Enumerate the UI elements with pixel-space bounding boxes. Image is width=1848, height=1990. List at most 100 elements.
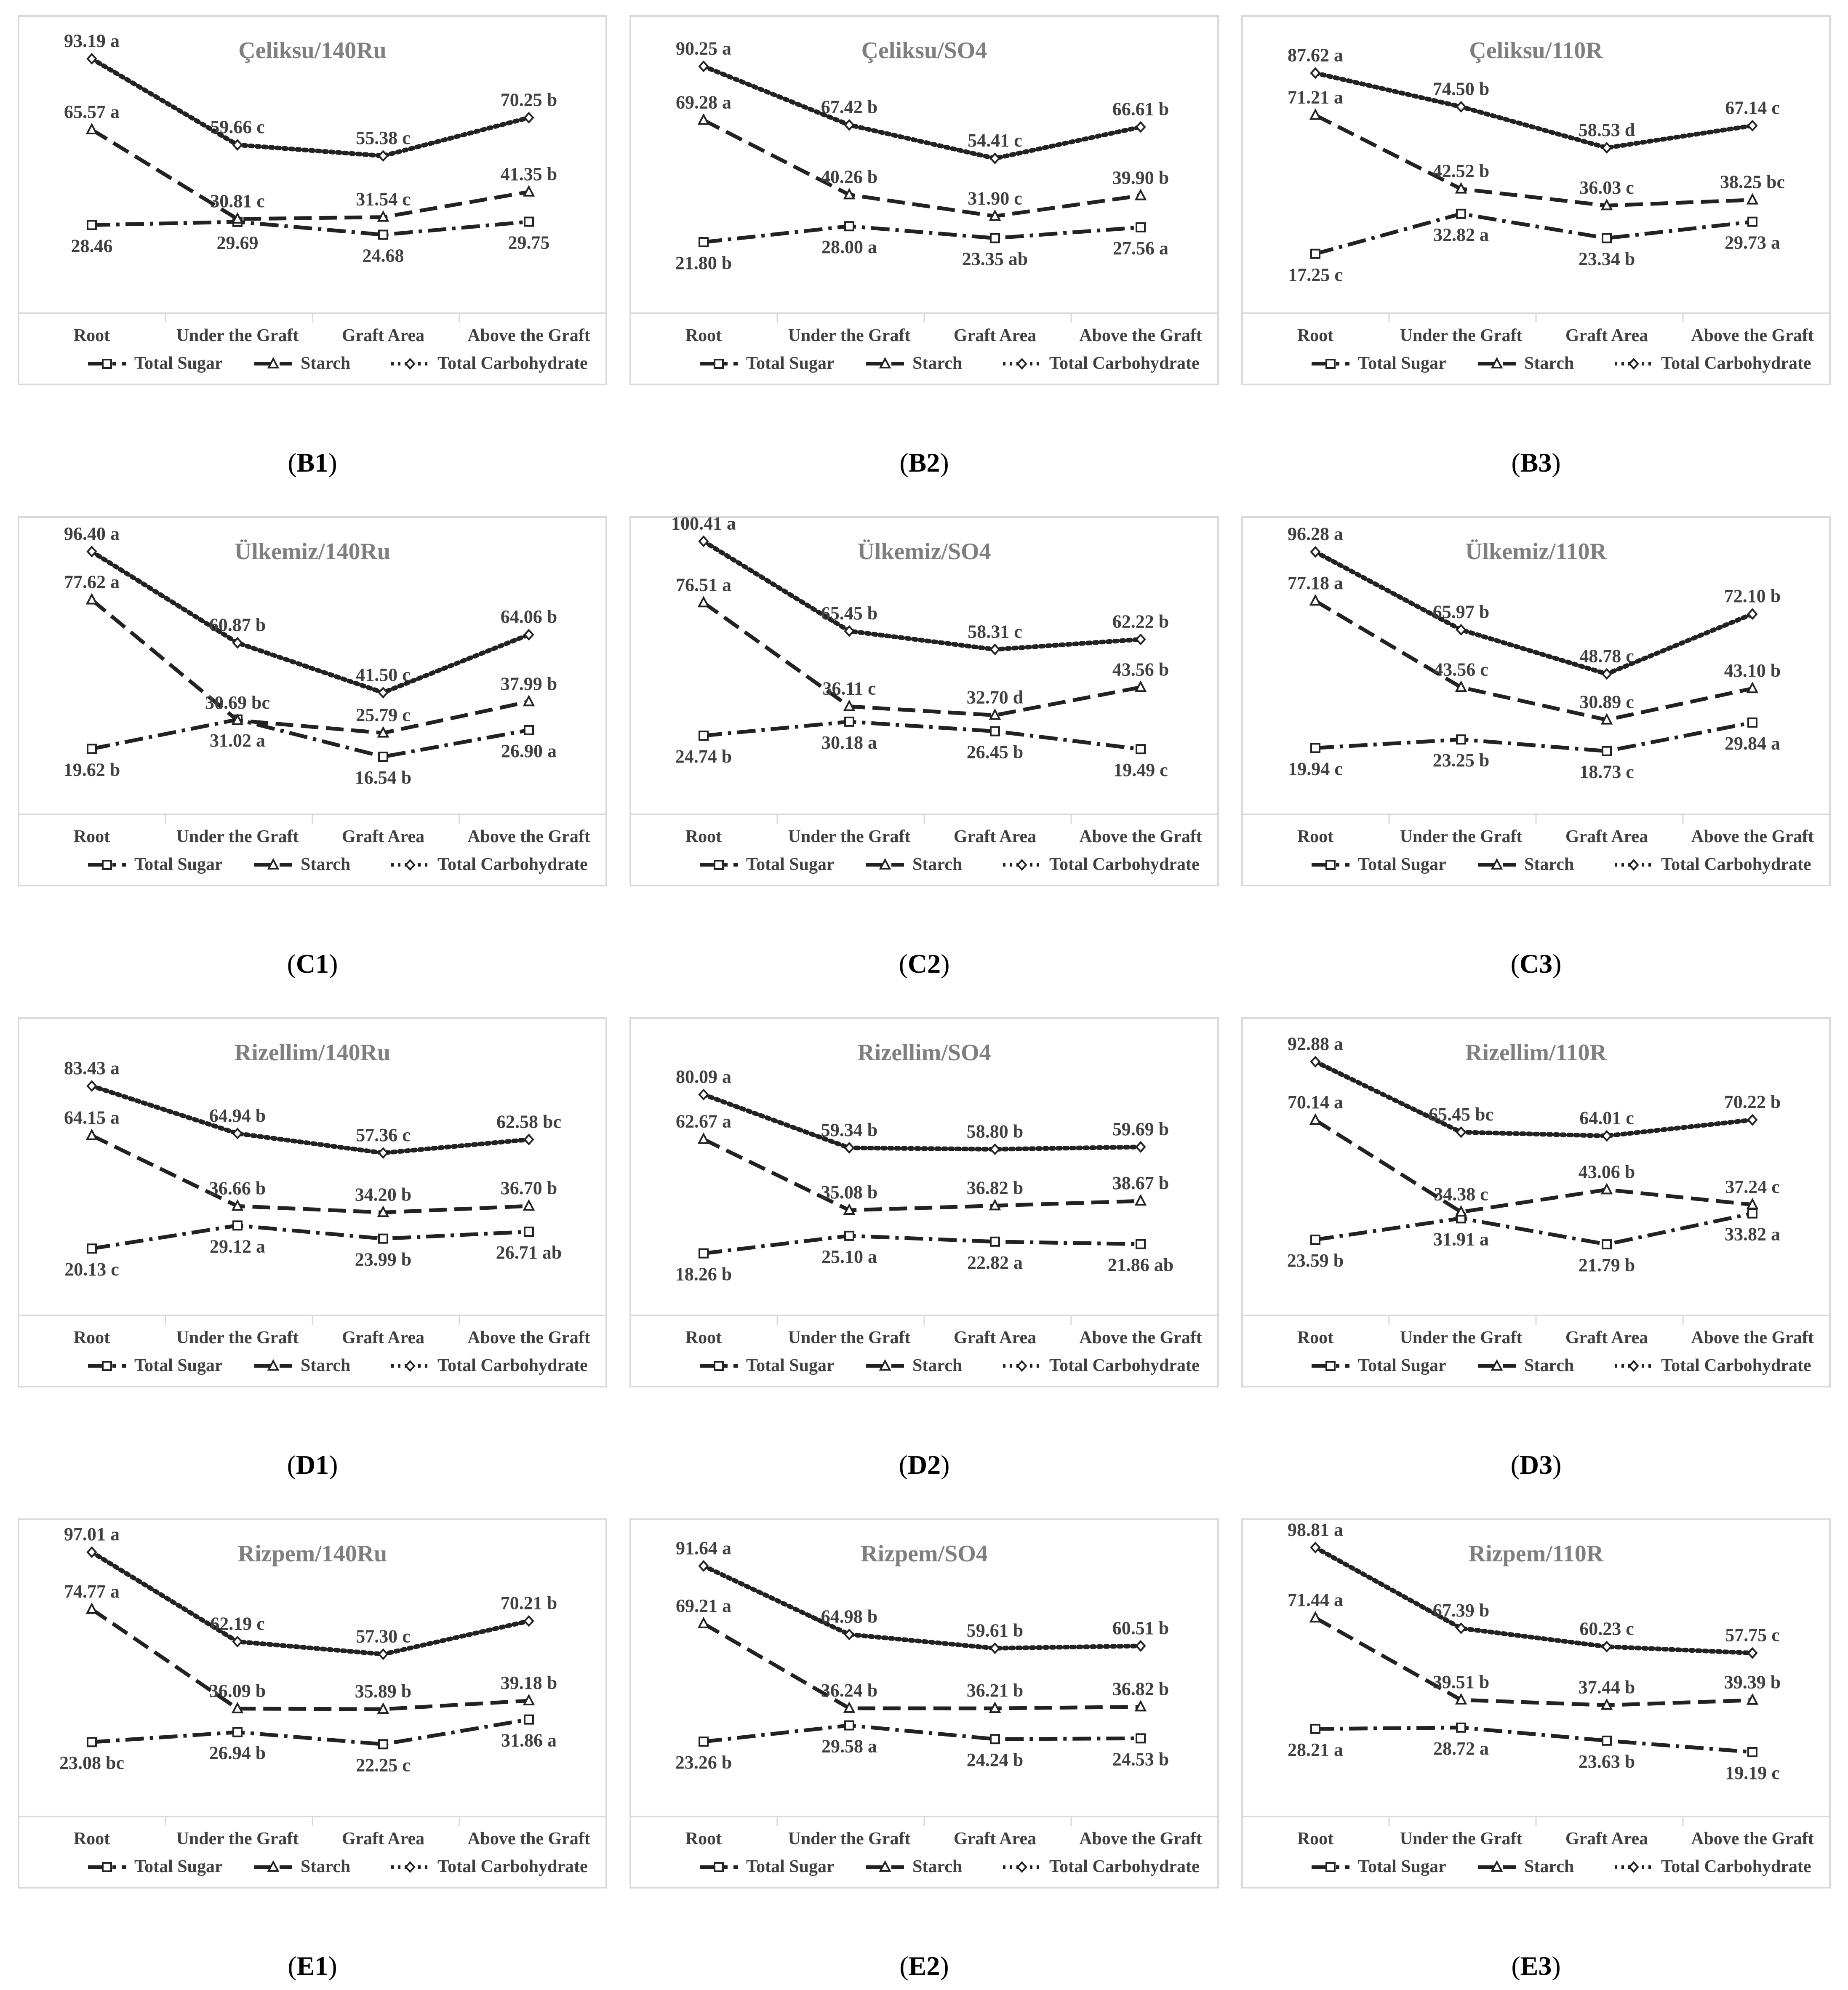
point-starch bbox=[523, 185, 535, 197]
point-starch bbox=[843, 188, 856, 200]
chart-title: Rizpem/110R bbox=[1469, 1541, 1604, 1567]
point-starch bbox=[231, 1199, 244, 1211]
point-starch bbox=[1600, 713, 1613, 725]
point-starch bbox=[1309, 594, 1322, 606]
point-sugar bbox=[87, 1243, 97, 1254]
legend-label-carb: Total Carbohydrate bbox=[437, 354, 588, 373]
point-sugar bbox=[1136, 1239, 1146, 1249]
series-line-sugar bbox=[91, 718, 529, 759]
data-label-carb: 64.01 c bbox=[1579, 1108, 1634, 1128]
legend-label-sugar: Total Sugar bbox=[746, 1356, 835, 1375]
data-label-carb: 67.42 b bbox=[821, 97, 877, 117]
point-starch bbox=[377, 726, 389, 738]
panel-caption: (D3) bbox=[1511, 1450, 1562, 1480]
data-label-starch: 30.69 bc bbox=[205, 692, 270, 713]
data-label-sugar: 23.35 ab bbox=[962, 249, 1028, 269]
x-tick-label: Above the Graft bbox=[1079, 1328, 1202, 1347]
point-starch bbox=[843, 699, 856, 711]
legend-label-carb: Total Carbohydrate bbox=[1661, 855, 1811, 874]
data-label-sugar: 30.18 a bbox=[821, 732, 877, 753]
series-line-carb bbox=[1313, 550, 1755, 677]
x-tick-label: Under the Graft bbox=[788, 827, 911, 846]
data-label-starch: 36.24 b bbox=[821, 1680, 877, 1701]
data-label-starch: 36.11 c bbox=[822, 678, 876, 699]
legend-label-carb: Total Carbohydrate bbox=[1049, 1356, 1200, 1375]
point-carb bbox=[989, 643, 1000, 656]
legend-marker-sugar bbox=[1325, 1862, 1336, 1872]
data-label-starch: 42.52 b bbox=[1433, 161, 1489, 181]
point-starch bbox=[523, 1694, 535, 1706]
point-carb bbox=[1601, 668, 1612, 680]
data-label-starch: 76.51 a bbox=[676, 574, 731, 595]
point-carb bbox=[1456, 1126, 1467, 1138]
point-starch bbox=[85, 1128, 98, 1140]
chart-panel-C3: Ülkemiz/110R Root Under the Graft Graft Are… bbox=[1241, 516, 1831, 979]
point-carb bbox=[232, 1635, 243, 1648]
point-sugar bbox=[524, 725, 534, 735]
point-carb bbox=[698, 535, 709, 547]
x-tick-label: Graft Area bbox=[1565, 1328, 1648, 1347]
series-line-sugar bbox=[703, 1234, 1141, 1256]
data-label-sugar: 21.80 b bbox=[675, 253, 732, 273]
legend-marker-carb bbox=[1628, 1360, 1639, 1372]
data-label-carb: 58.80 b bbox=[967, 1121, 1023, 1142]
point-sugar bbox=[87, 220, 97, 230]
x-tick-label: Above the Graft bbox=[467, 1829, 590, 1849]
legend-marker-sugar bbox=[1325, 860, 1336, 870]
point-starch bbox=[1600, 1698, 1613, 1710]
point-carb bbox=[989, 1642, 1000, 1654]
data-label-starch: 62.67 a bbox=[676, 1111, 731, 1132]
point-carb bbox=[698, 1560, 709, 1572]
data-label-sugar: 22.82 a bbox=[967, 1252, 1023, 1273]
series-line-starch bbox=[703, 1137, 1141, 1212]
data-label-starch: 36.09 b bbox=[209, 1681, 266, 1701]
data-label-sugar: 23.08 bc bbox=[59, 1753, 124, 1773]
data-label-starch: 37.44 b bbox=[1579, 1677, 1635, 1698]
data-label-carb: 91.64 a bbox=[676, 1538, 731, 1558]
point-starch bbox=[231, 1702, 244, 1713]
point-sugar bbox=[378, 229, 388, 240]
point-starch bbox=[231, 713, 244, 725]
point-sugar bbox=[1456, 734, 1466, 745]
series-line-starch bbox=[1314, 113, 1753, 208]
x-tick-label: Root bbox=[685, 1829, 722, 1849]
x-tick-label: Root bbox=[74, 1328, 110, 1347]
data-label-starch: 35.89 b bbox=[355, 1681, 411, 1702]
legend-marker-sugar bbox=[102, 1862, 112, 1872]
chart-frame bbox=[18, 1518, 607, 1889]
data-label-carb: 67.14 c bbox=[1725, 97, 1780, 118]
data-label-sugar: 21.86 ab bbox=[1108, 1255, 1173, 1275]
point-sugar bbox=[1136, 1733, 1146, 1744]
point-sugar bbox=[1602, 1735, 1612, 1746]
point-carb bbox=[232, 1127, 243, 1139]
series-line-carb bbox=[89, 56, 531, 158]
data-label-starch: 69.21 a bbox=[676, 1595, 731, 1616]
point-sugar bbox=[990, 233, 1000, 243]
point-carb bbox=[1747, 1647, 1758, 1659]
chart-frame bbox=[18, 15, 607, 385]
point-carb bbox=[1310, 546, 1321, 558]
series-line-carb bbox=[701, 1563, 1143, 1651]
point-sugar bbox=[1602, 746, 1612, 756]
chart-title: Rizpem/140Ru bbox=[238, 1541, 387, 1567]
data-label-carb: 59.34 b bbox=[821, 1120, 877, 1140]
x-tick-label: Root bbox=[685, 326, 722, 345]
x-tick-label: Root bbox=[685, 827, 722, 846]
chart-panel-B2: Çeliksu/SO4 Root Under the Graft Graft Area… bbox=[629, 15, 1219, 477]
x-tick-label: Root bbox=[1297, 1829, 1333, 1849]
point-starch bbox=[989, 1701, 1001, 1713]
point-sugar bbox=[87, 744, 97, 754]
point-sugar bbox=[1602, 1239, 1612, 1250]
data-label-carb: 57.30 c bbox=[356, 1626, 411, 1646]
point-sugar bbox=[1747, 1747, 1757, 1757]
series-line-carb bbox=[89, 1550, 531, 1657]
data-label-sugar: 26.71 ab bbox=[496, 1242, 562, 1263]
point-carb bbox=[378, 150, 389, 162]
point-carb bbox=[523, 1134, 534, 1146]
x-tick-label: Root bbox=[74, 326, 110, 345]
point-sugar bbox=[1310, 248, 1320, 259]
series-line-carb bbox=[1313, 1059, 1755, 1139]
x-tick-label: Above the Graft bbox=[467, 827, 590, 846]
point-sugar bbox=[844, 221, 854, 232]
